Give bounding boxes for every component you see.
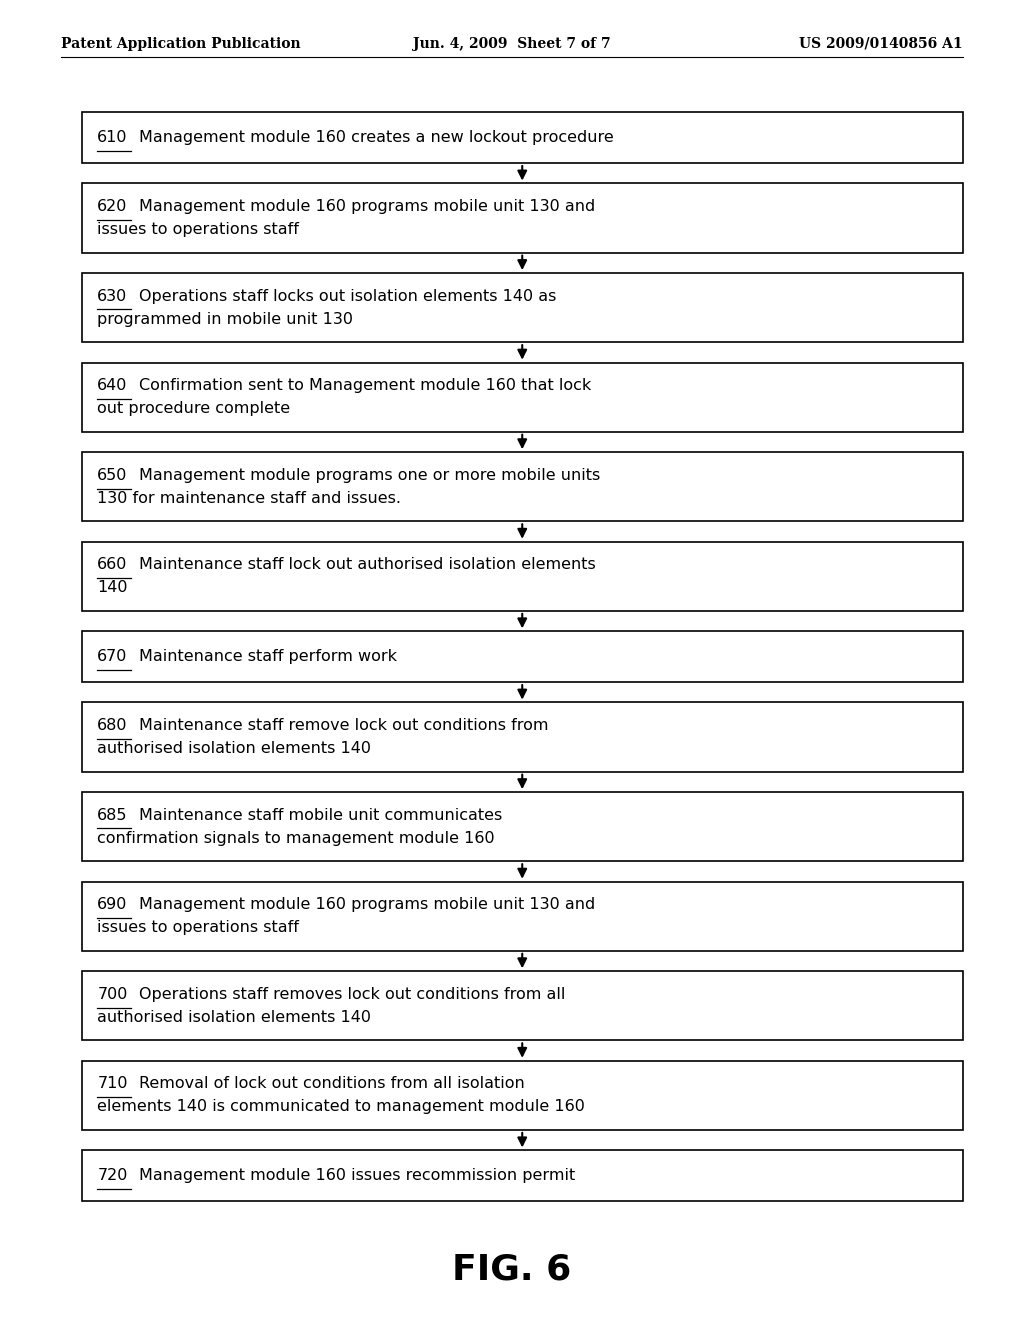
Text: Management module 160 programs mobile unit 130 and: Management module 160 programs mobile un… [139,199,596,214]
Text: authorised isolation elements 140: authorised isolation elements 140 [97,741,372,756]
Text: 630: 630 [97,289,128,304]
Text: Maintenance staff remove lock out conditions from: Maintenance staff remove lock out condit… [139,718,549,733]
Text: issues to operations staff: issues to operations staff [97,920,299,935]
Text: Maintenance staff perform work: Maintenance staff perform work [139,649,397,664]
Text: 720: 720 [97,1168,128,1183]
Text: Management module 160 programs mobile unit 130 and: Management module 160 programs mobile un… [139,898,596,912]
Text: Confirmation sent to Management module 160 that lock: Confirmation sent to Management module 1… [139,379,592,393]
Bar [82,1150,963,1201]
Text: 650: 650 [97,467,128,483]
Text: 130 for maintenance staff and issues.: 130 for maintenance staff and issues. [97,491,401,506]
Text: Patent Application Publication: Patent Application Publication [61,37,301,51]
Bar [82,882,963,950]
Text: US 2009/0140856 A1: US 2009/0140856 A1 [799,37,963,51]
Text: programmed in mobile unit 130: programmed in mobile unit 130 [97,312,353,326]
Bar [82,792,963,861]
Bar [82,1061,963,1130]
Text: 620: 620 [97,199,128,214]
Bar [82,541,963,611]
Bar [82,972,963,1040]
Text: confirmation signals to management module 160: confirmation signals to management modul… [97,830,495,846]
Text: 670: 670 [97,649,128,664]
Text: 610: 610 [97,131,128,145]
Text: Management module 160 creates a new lockout procedure: Management module 160 creates a new lock… [139,131,614,145]
Text: 140: 140 [97,581,128,595]
Bar [82,273,963,342]
Text: Maintenance staff mobile unit communicates: Maintenance staff mobile unit communicat… [139,808,503,822]
Text: Jun. 4, 2009  Sheet 7 of 7: Jun. 4, 2009 Sheet 7 of 7 [414,37,610,51]
Text: Removal of lock out conditions from all isolation: Removal of lock out conditions from all … [139,1076,525,1092]
Text: Maintenance staff lock out authorised isolation elements: Maintenance staff lock out authorised is… [139,557,596,573]
Text: Operations staff removes lock out conditions from all: Operations staff removes lock out condit… [139,987,565,1002]
Bar [82,453,963,521]
Text: authorised isolation elements 140: authorised isolation elements 140 [97,1010,372,1024]
Bar [82,112,963,164]
Text: Operations staff locks out isolation elements 140 as: Operations staff locks out isolation ele… [139,289,557,304]
Text: elements 140 is communicated to management module 160: elements 140 is communicated to manageme… [97,1100,585,1114]
Text: issues to operations staff: issues to operations staff [97,222,299,238]
Text: Management module 160 issues recommission permit: Management module 160 issues recommissio… [139,1168,575,1183]
Text: 685: 685 [97,808,128,822]
Text: 640: 640 [97,379,128,393]
Text: 700: 700 [97,987,128,1002]
Text: Management module programs one or more mobile units: Management module programs one or more m… [139,467,601,483]
Text: out procedure complete: out procedure complete [97,401,291,416]
Bar [82,631,963,682]
Bar [82,702,963,772]
Text: 680: 680 [97,718,128,733]
Bar [82,183,963,252]
Text: 660: 660 [97,557,128,573]
Text: 710: 710 [97,1076,128,1092]
Text: FIG. 6: FIG. 6 [453,1253,571,1287]
Text: 690: 690 [97,898,128,912]
Bar [82,363,963,432]
